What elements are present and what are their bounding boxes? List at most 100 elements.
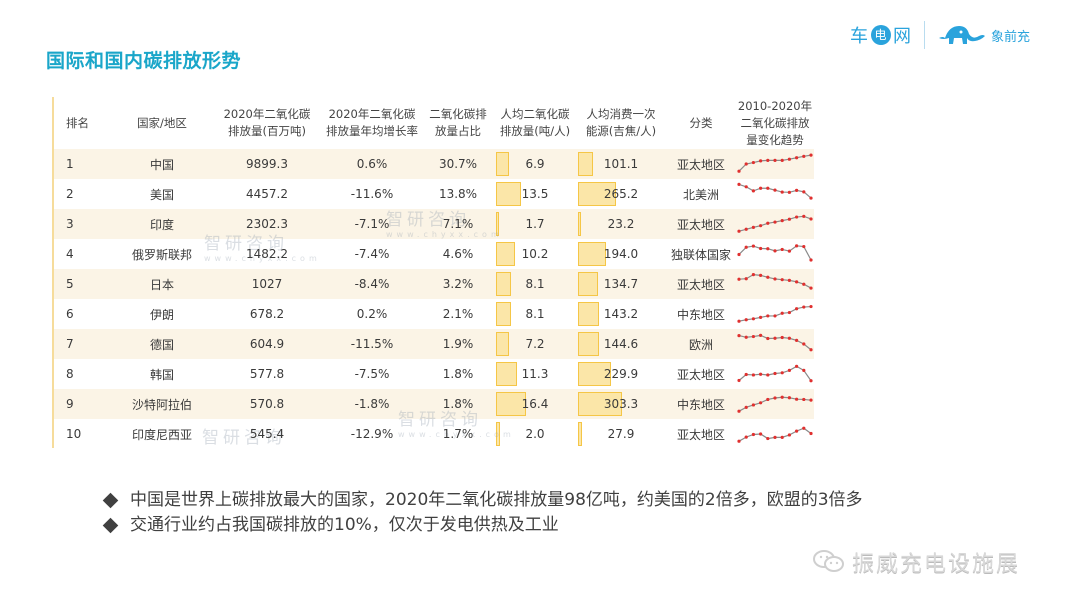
sparkline-point bbox=[795, 397, 799, 401]
cell-emission: 545.4 bbox=[212, 419, 322, 449]
sparkline-point bbox=[737, 378, 741, 383]
column-header-line: 排放量(百万吨) bbox=[228, 124, 306, 138]
column-header: 分类 bbox=[666, 97, 736, 149]
cell-rank: 6 bbox=[54, 299, 112, 329]
data-bar bbox=[578, 182, 617, 206]
cdw-logo: 车 电 网 bbox=[850, 22, 912, 48]
data-bar bbox=[496, 362, 517, 386]
data-bar bbox=[496, 422, 500, 446]
sparkline-point bbox=[773, 220, 777, 224]
cell-country: 韩国 bbox=[112, 359, 212, 389]
sparkline-point bbox=[780, 435, 784, 439]
cell-value: 10 bbox=[66, 427, 82, 441]
sparkline-point bbox=[737, 252, 741, 257]
column-header-line: 二氧化碳排放 bbox=[740, 115, 810, 130]
column-header-line: 国家/地区 bbox=[137, 115, 187, 130]
cell-value: 194.0 bbox=[603, 247, 639, 261]
cell-region: 中东地区 bbox=[666, 299, 736, 329]
cell-value: 中国 bbox=[149, 157, 174, 172]
sparkline-point bbox=[744, 435, 748, 439]
cell-value: 中东地区 bbox=[676, 397, 725, 412]
column-header-line: 2020年二氧化碳 bbox=[328, 107, 416, 121]
cell-value: 2.1% bbox=[442, 307, 474, 321]
table-row: 4 俄罗斯联邦 1482.2 -7.4% 4.6% 10.2 194.0 独联体国家 bbox=[54, 239, 814, 269]
cell-value: 265.2 bbox=[603, 187, 639, 201]
bullet-list: 中国是世界上碳排放最大的国家，2020年二氧化碳排放量98亿吨，约美国的2倍多，… bbox=[102, 488, 863, 538]
sparkline-point bbox=[809, 379, 813, 383]
cell-value: 144.6 bbox=[603, 337, 639, 351]
sparkline-point bbox=[787, 396, 791, 400]
cell-trend bbox=[736, 359, 814, 389]
cell-value: 6.9 bbox=[525, 157, 545, 171]
sparkline-point bbox=[766, 436, 770, 441]
column-header-line: 量变化趋势 bbox=[746, 132, 804, 147]
column-header-line: 放量占比 bbox=[435, 124, 481, 138]
trend-sparkline bbox=[737, 395, 813, 413]
cell-value: 日本 bbox=[149, 277, 174, 292]
cell-value: -7.4% bbox=[354, 247, 390, 261]
cell-value: 亚太地区 bbox=[676, 427, 725, 442]
cell-growth: -12.9% bbox=[322, 419, 422, 449]
cell-value: -7.5% bbox=[354, 367, 390, 381]
cell-share: 1.7% bbox=[422, 419, 494, 449]
trend-sparkline bbox=[737, 304, 813, 323]
elephant-icon bbox=[939, 26, 985, 44]
column-header-line: 二氧化碳排 bbox=[429, 107, 487, 121]
bullet-text: 中国是世界上碳排放最大的国家，2020年二氧化碳排放量98亿吨，约美国的2倍多，… bbox=[130, 490, 863, 510]
cell-energy: 144.6 bbox=[576, 329, 666, 359]
cell-growth: -11.5% bbox=[322, 329, 422, 359]
diamond-bullet-icon bbox=[102, 517, 119, 534]
cell-value: 印度 bbox=[149, 217, 174, 232]
sparkline-line bbox=[738, 274, 812, 289]
sparkline-point bbox=[773, 396, 777, 400]
data-bar bbox=[496, 272, 511, 296]
sparkline-point bbox=[795, 156, 799, 160]
cell-trend bbox=[736, 419, 814, 449]
emission-table: 排名 国家/地区 2020年二氧化碳 排放量(百万吨) 2020年二氧化碳 排放量年均增长… bbox=[54, 97, 814, 449]
sparkline-point bbox=[795, 244, 799, 248]
cell-growth: -7.4% bbox=[322, 239, 422, 269]
sparkline-point bbox=[766, 158, 770, 162]
column-header-line: 人均消费一次 bbox=[586, 107, 656, 121]
sparkline-point bbox=[759, 246, 763, 251]
cell-emission: 1482.2 bbox=[212, 239, 322, 269]
cell-emission: 570.8 bbox=[212, 389, 322, 419]
sparkline-point bbox=[759, 224, 763, 228]
sparkline-point bbox=[773, 314, 777, 318]
sparkline-point bbox=[780, 335, 784, 340]
logo-divider bbox=[924, 21, 925, 49]
cell-value: -8.4% bbox=[354, 277, 390, 291]
sparkline-point bbox=[744, 227, 748, 231]
sparkline-point bbox=[759, 273, 763, 277]
sparkline-point bbox=[809, 286, 813, 290]
cell-value: 3.2% bbox=[442, 277, 474, 291]
cell-value: 545.4 bbox=[249, 427, 285, 441]
sparkline-point bbox=[787, 433, 791, 437]
cell-per-capita: 13.5 bbox=[494, 179, 576, 209]
cell-per-capita: 8.1 bbox=[494, 269, 576, 299]
cell-rank: 5 bbox=[54, 269, 112, 299]
logo-circle-char: 电 bbox=[871, 25, 891, 45]
sparkline-point bbox=[780, 395, 784, 399]
cell-rank: 7 bbox=[54, 329, 112, 359]
cell-value: 570.8 bbox=[249, 397, 285, 411]
sparkline-point bbox=[751, 160, 755, 165]
data-bar bbox=[578, 332, 599, 356]
cell-rank: 9 bbox=[54, 389, 112, 419]
cell-value: 8 bbox=[66, 367, 74, 381]
sparkline-point bbox=[773, 336, 777, 340]
sparkline-point bbox=[795, 215, 799, 219]
cell-value: 30.7% bbox=[438, 157, 478, 171]
sparkline-point bbox=[780, 278, 784, 282]
cell-region: 亚太地区 bbox=[666, 209, 736, 239]
sparkline-line bbox=[738, 154, 812, 172]
sparkline-point bbox=[766, 221, 770, 225]
column-header: 人均二氧化碳 排放量(吨/人) bbox=[494, 97, 576, 149]
cell-growth: -7.1% bbox=[322, 209, 422, 239]
cell-value: 1.7 bbox=[525, 217, 545, 231]
sparkline-point bbox=[751, 317, 755, 321]
sparkline-point bbox=[802, 368, 806, 372]
trend-sparkline bbox=[737, 153, 813, 173]
sparkline-point bbox=[751, 432, 755, 437]
sparkline-point bbox=[773, 188, 777, 192]
